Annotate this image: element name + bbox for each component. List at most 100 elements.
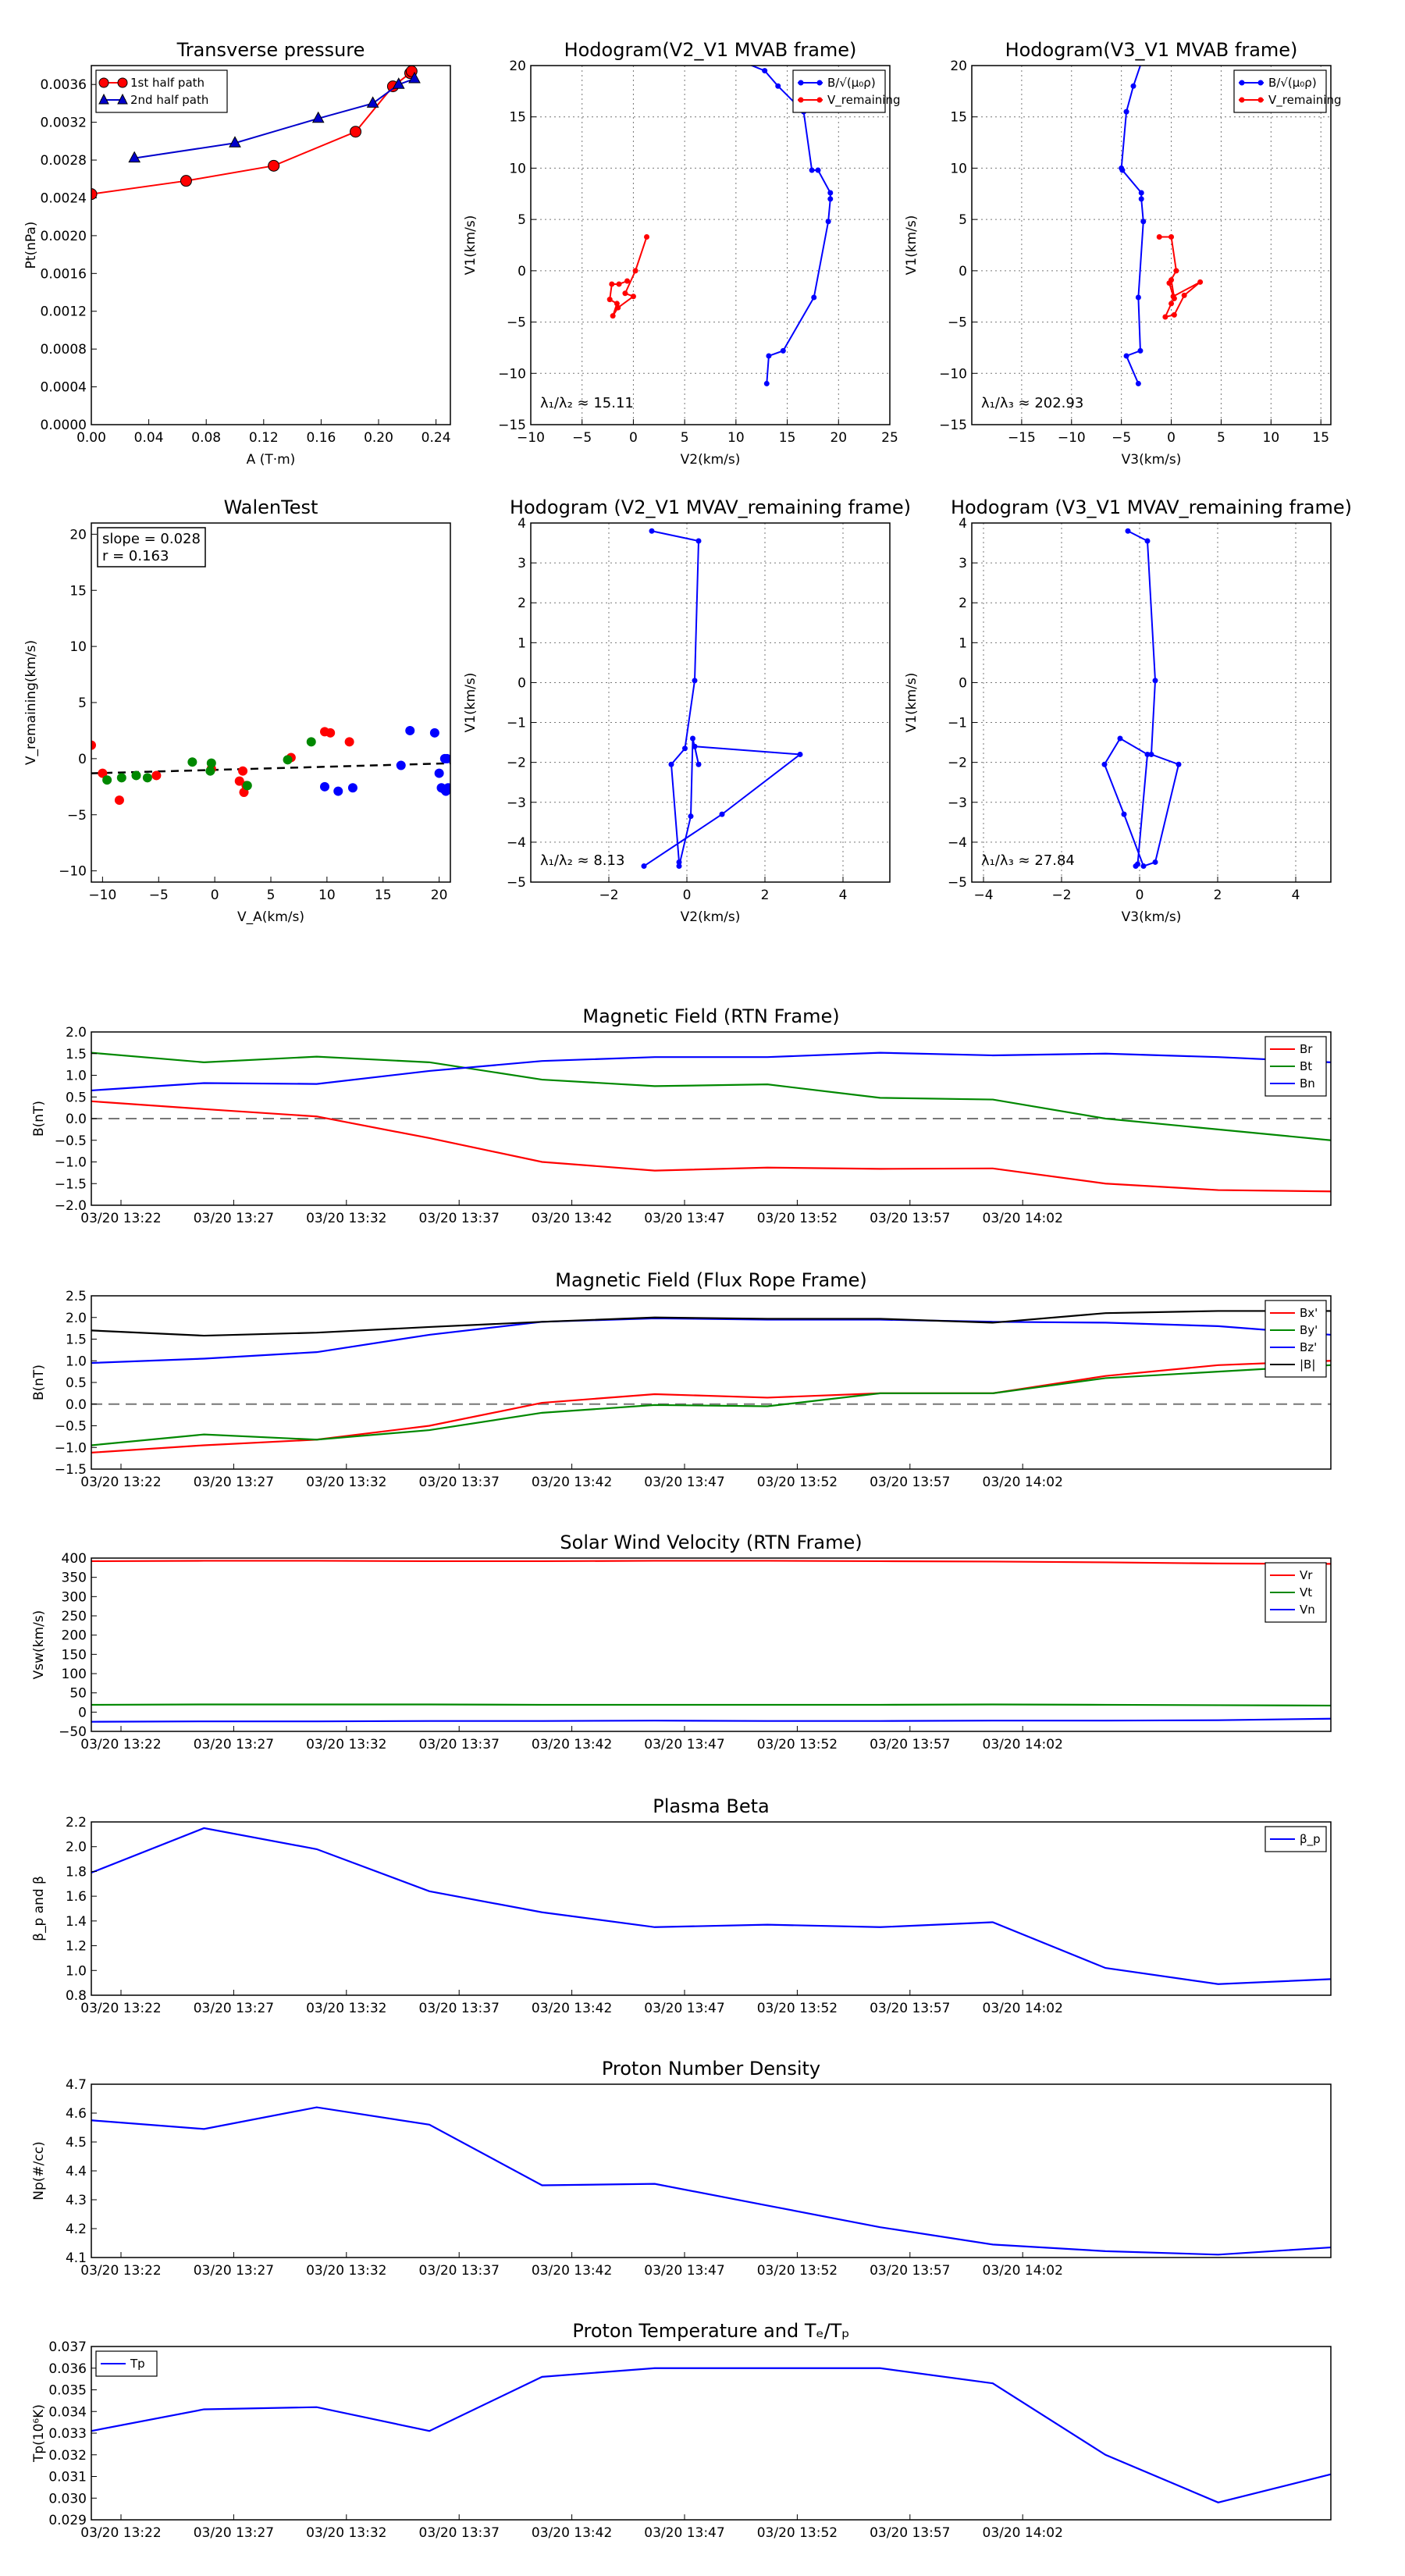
x-tick-label: 5 [267,888,276,903]
data-point [1135,294,1141,301]
data-point [775,83,781,89]
y-tick-label: −5 [948,315,967,331]
data-point [1181,292,1187,298]
y-tick-label: −5 [948,875,967,891]
y-tick-label: 300 [62,1589,87,1605]
data-point [242,781,252,791]
x-tick-label: 03/20 13:32 [306,1475,386,1490]
x-tick-label: 03/20 13:32 [306,1211,386,1226]
chart-np: Proton Number Density 4.1 4.2 4.3 4.4 4.5 4.6 4… [31,2058,1332,2279]
x-tick-label: 0 [211,888,219,903]
y-tick-label: 0.0008 [41,342,87,358]
y-tick-label: −1 [948,716,967,731]
chart-title: Hodogram(V2_V1 MVAB frame) [564,39,857,61]
x-tick-label: 0 [1136,888,1144,903]
y-tick-label: −1 [507,716,526,731]
data-point [102,775,112,785]
y-axis-label: B(nT) [31,1364,47,1400]
legend: Vr Vt Vn [1264,1562,1327,1623]
y-tick-label: 1.4 [66,1914,87,1930]
data-point [766,353,772,359]
data-point [1168,301,1175,307]
data-point [719,811,725,817]
data-point [1125,528,1131,534]
data-point [91,188,98,201]
y-tick-label: 4.6 [66,2106,87,2122]
data-point [1144,538,1151,544]
series-line-tp-0 [91,2367,1332,2503]
y-tick-label: −5 [507,875,526,891]
series-line-h2-1 [1159,236,1201,318]
plot-frame [91,65,451,425]
data-point [311,111,325,123]
y-tick-label: 0 [518,675,526,691]
y-tick-label: 2 [959,596,967,611]
x-tick-label: −2 [599,888,618,903]
x-tick-label: 03/20 13:47 [644,1211,724,1226]
data-point [333,786,343,796]
data-point [676,859,682,865]
y-tick-label: 0 [78,752,87,767]
x-tick-label: 15 [375,888,392,903]
legend-marker [117,77,128,88]
x-tick-label: 03/20 13:47 [644,2263,724,2279]
data-point [443,783,450,793]
data-point [1135,380,1141,386]
x-tick-label: 03/20 13:22 [80,2001,161,2016]
data-point [780,347,786,354]
data-point [649,528,655,534]
y-tick-label: 20 [950,59,967,74]
plot-area [1101,528,1182,870]
legend-label: |B| [1300,1357,1315,1372]
x-tick-label: −10 [517,430,545,446]
annotation: λ₁/λ₂ ≈ 8.13 [540,852,624,869]
series-line-vsw-2 [91,1717,1332,1723]
x-tick-label: 03/20 13:27 [194,2263,274,2279]
x-tick-label: 03/20 13:52 [757,1211,838,1226]
data-point [762,68,768,74]
y-tick-label: 4.2 [66,2222,87,2237]
data-point [442,753,450,763]
x-tick-label: 03/20 13:37 [419,1211,500,1226]
y-tick-label: −0.5 [55,1419,87,1435]
data-point [128,151,141,163]
x-tick-label: 4 [1292,888,1300,903]
x-tick-label: 03/20 13:57 [870,1737,950,1752]
y-axis-label: V1(km/s) [463,673,478,733]
y-tick-label: 20 [509,59,526,74]
x-tick-label: −5 [149,888,169,903]
y-tick-label: −4 [948,835,967,851]
data-point [615,304,621,311]
y-tick-label: 2.0 [66,1840,87,1856]
y-tick-label: 1.0 [66,1069,87,1084]
data-point [1101,761,1108,767]
data-point [429,728,439,738]
x-tick-label: 03/20 13:37 [419,2525,500,2541]
legend: Tp [95,2350,158,2377]
y-tick-label: 100 [62,1667,87,1682]
data-point [205,766,215,776]
y-tick-label: 3 [518,556,526,571]
chart-title: WalenTest [224,496,318,518]
data-point [641,863,647,870]
x-tick-label: 03/20 13:32 [306,2525,386,2541]
y-tick-label: −15 [498,418,526,433]
data-point [688,813,694,820]
x-tick-label: 0.08 [191,430,221,446]
x-tick-label: 03/20 13:47 [644,1475,724,1490]
legend-marker [816,97,823,103]
y-tick-label: 4.7 [66,2077,87,2093]
legend-marker [1257,80,1264,86]
y-tick-label: −10 [498,366,526,382]
chart-brtn: Magnetic Field (RTN Frame) −2.0 −1.5 −1.0 −0… [31,1005,1332,1226]
data-point [238,766,248,776]
x-tick-label: 03/20 13:37 [419,1475,500,1490]
y-axis-label: Np(#/cc) [31,2141,47,2200]
x-tick-label: −4 [973,888,993,903]
data-point [809,167,815,173]
y-tick-label: 0.8 [66,1988,87,2004]
y-tick-label: 1.5 [66,1047,87,1062]
data-point [1152,678,1158,684]
plot-frame [91,2346,1332,2521]
data-point [695,761,702,767]
